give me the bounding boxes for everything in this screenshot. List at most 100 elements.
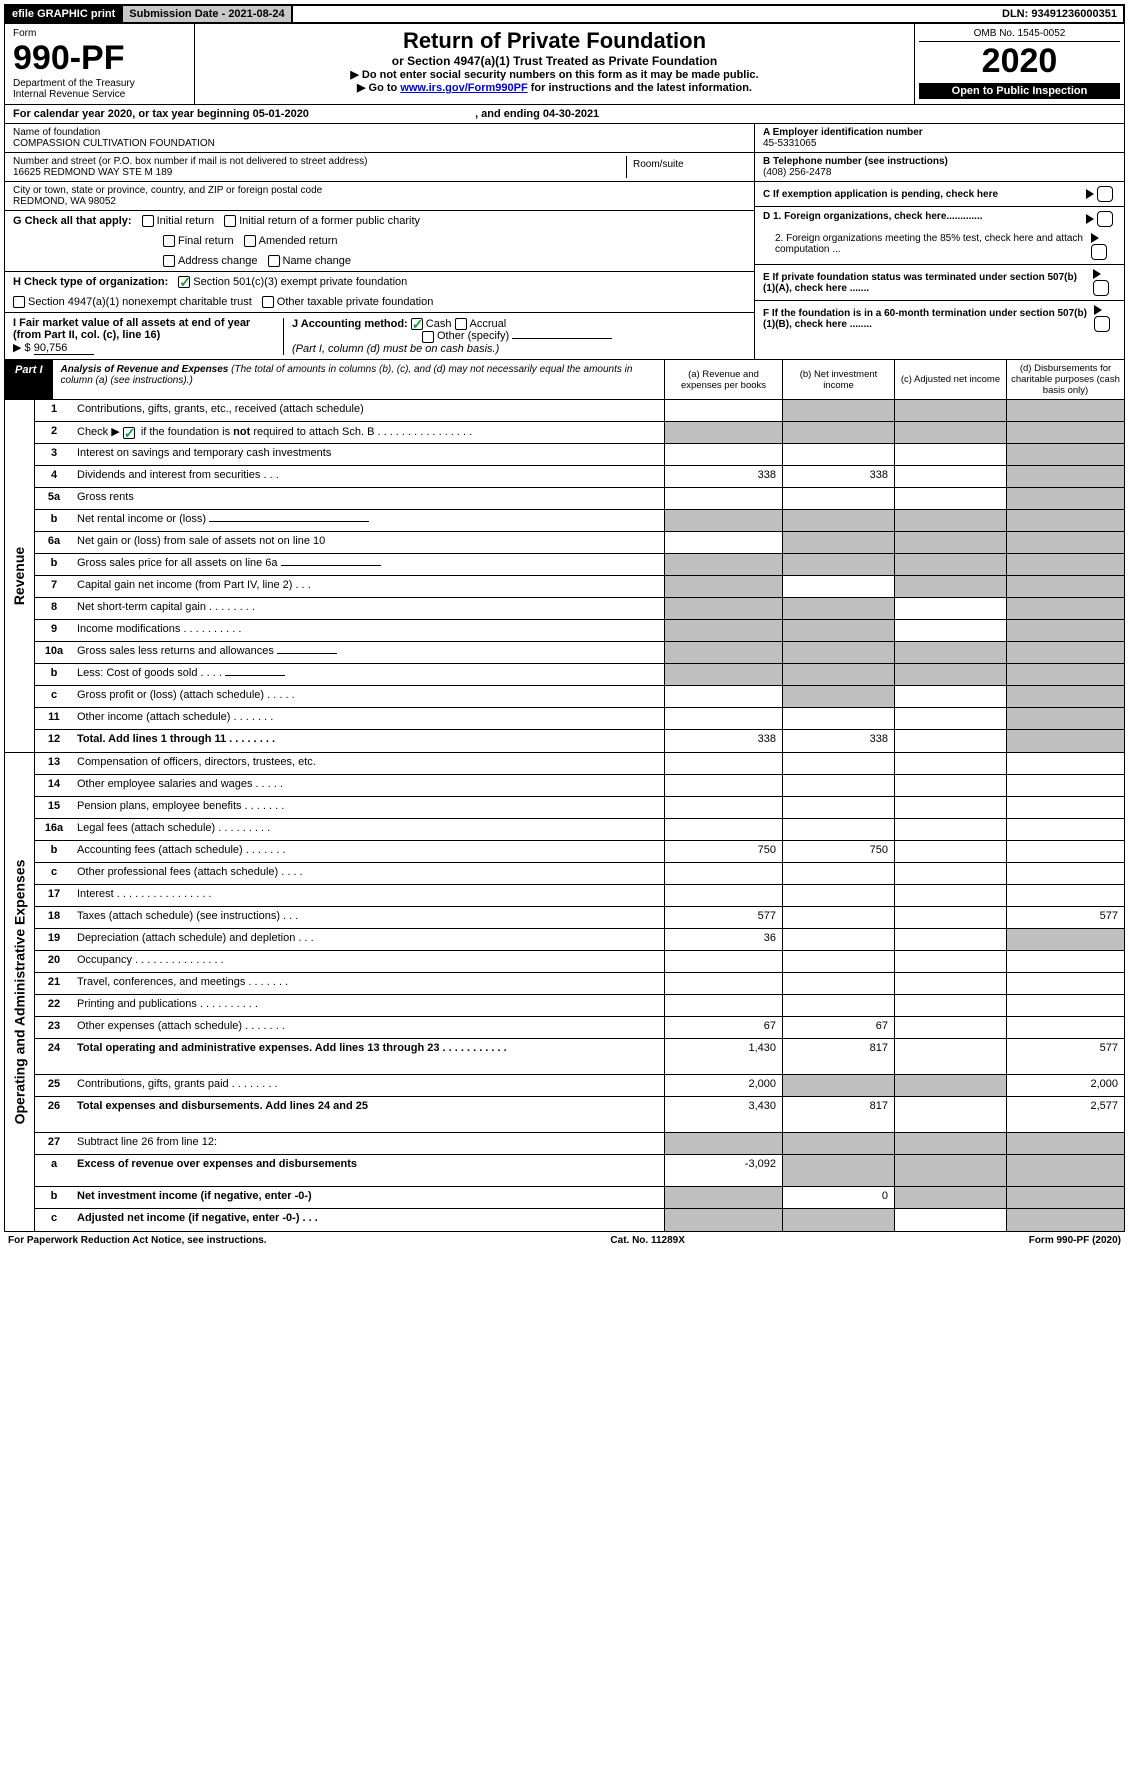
cb-name-change[interactable] (268, 255, 280, 267)
header-left: Form 990-PF Department of the Treasury I… (5, 24, 195, 104)
identity-block: Name of foundation COMPASSION CULTIVATIO… (4, 124, 1125, 360)
g-o5: Address change (178, 255, 258, 267)
header-right: OMB No. 1545-0052 2020 Open to Public In… (914, 24, 1124, 104)
i-prefix: ▶ $ (13, 342, 31, 354)
section-g: G Check all that apply: Initial return I… (5, 211, 754, 272)
g-o2: Initial return of a former public charit… (239, 215, 420, 227)
cb-f[interactable] (1094, 316, 1110, 332)
r16a-no: 16a (35, 819, 73, 840)
i-value: 90,756 (34, 342, 94, 355)
r3-no: 3 (35, 444, 73, 465)
submission-date: Submission Date - 2021-08-24 (123, 6, 292, 22)
r20-desc: Occupancy . . . . . . . . . . . . . . . (73, 951, 664, 972)
r27a-a: -3,092 (664, 1155, 782, 1186)
address-cell: Number and street (or P.O. box number if… (5, 153, 754, 182)
r12-a: 338 (664, 730, 782, 752)
r16b-a: 750 (664, 841, 782, 862)
cb-other-taxable[interactable] (262, 296, 274, 308)
r19-no: 19 (35, 929, 73, 950)
r23-b: 67 (782, 1017, 894, 1038)
cb-initial-return[interactable] (142, 215, 154, 227)
calendar-year-row: For calendar year 2020, or tax year begi… (4, 105, 1125, 124)
cal-begin: 05-01-2020 (253, 108, 309, 120)
address: 16625 REDMOND WAY STE M 189 (13, 167, 626, 178)
r25-no: 25 (35, 1075, 73, 1096)
r24-desc: Total operating and administrative expen… (73, 1039, 664, 1074)
expenses-label-text: Operating and Administrative Expenses (12, 860, 28, 1125)
g-label: G Check all that apply: (13, 215, 132, 227)
cb-other-method[interactable] (422, 331, 434, 343)
cb-501c3[interactable] (178, 276, 190, 288)
top-bar: efile GRAPHIC print Submission Date - 20… (4, 4, 1125, 24)
cb-sch-b[interactable] (123, 427, 135, 439)
arrow-icon (1086, 189, 1094, 199)
form-subtitle: or Section 4947(a)(1) Trust Treated as P… (203, 54, 906, 68)
cb-c[interactable] (1097, 186, 1113, 202)
g-o4: Amended return (259, 235, 338, 247)
r27c-desc: Adjusted net income (if negative, enter … (73, 1209, 664, 1231)
expenses-table: Operating and Administrative Expenses 13… (4, 753, 1125, 1232)
r10c-desc: Gross profit or (loss) (attach schedule)… (73, 686, 664, 707)
r24-no: 24 (35, 1039, 73, 1074)
r19-a: 36 (664, 929, 782, 950)
efile-badge: efile GRAPHIC print (6, 6, 123, 22)
foundation-name: COMPASSION CULTIVATION FOUNDATION (13, 138, 746, 149)
r27a-desc: Excess of revenue over expenses and disb… (73, 1155, 664, 1186)
dept-1: Department of the Treasury (13, 78, 186, 89)
r21-desc: Travel, conferences, and meetings . . . … (73, 973, 664, 994)
j-o2: Accrual (470, 318, 507, 330)
r23-a: 67 (664, 1017, 782, 1038)
r3-desc: Interest on savings and temporary cash i… (73, 444, 664, 465)
open-public-badge: Open to Public Inspection (919, 83, 1120, 99)
r16c-desc: Other professional fees (attach schedule… (73, 863, 664, 884)
cb-initial-former[interactable] (224, 215, 236, 227)
r15-desc: Pension plans, employee benefits . . . .… (73, 797, 664, 818)
r16b-no: b (35, 841, 73, 862)
expenses-vlabel: Operating and Administrative Expenses (5, 753, 35, 1231)
r11-no: 11 (35, 708, 73, 729)
cb-d2[interactable] (1091, 244, 1107, 260)
r27a-no: a (35, 1155, 73, 1186)
r10a-desc: Gross sales less returns and allowances (73, 642, 664, 663)
r11-desc: Other income (attach schedule) . . . . .… (73, 708, 664, 729)
r9-no: 9 (35, 620, 73, 641)
r7-no: 7 (35, 576, 73, 597)
r22-desc: Printing and publications . . . . . . . … (73, 995, 664, 1016)
cb-d1[interactable] (1097, 211, 1113, 227)
r4-b: 338 (782, 466, 894, 487)
j-o3: Other (specify) (437, 330, 509, 342)
instructions-link[interactable]: www.irs.gov/Form990PF (400, 82, 527, 94)
r6a-desc: Net gain or (loss) from sale of assets n… (73, 532, 664, 553)
page-footer: For Paperwork Reduction Act Notice, see … (4, 1232, 1125, 1249)
identity-left: Name of foundation COMPASSION CULTIVATIO… (5, 124, 754, 359)
r19-desc: Depreciation (attach schedule) and deple… (73, 929, 664, 950)
section-h: H Check type of organization: Section 50… (5, 272, 754, 313)
city-value: REDMOND, WA 98052 (13, 196, 746, 207)
cb-cash[interactable] (411, 318, 423, 330)
cb-amended-return[interactable] (244, 235, 256, 247)
r16b-b: 750 (782, 841, 894, 862)
note-2-pre: ▶ Go to (357, 82, 400, 94)
b-label: B Telephone number (see instructions) (763, 156, 1116, 167)
cal-pre: For calendar year 2020, or tax year begi… (13, 108, 253, 120)
f-box: F If the foundation is in a 60-month ter… (755, 301, 1124, 336)
r12-no: 12 (35, 730, 73, 752)
arrow-icon (1086, 214, 1094, 224)
cb-address-change[interactable] (163, 255, 175, 267)
r23-desc: Other expenses (attach schedule) . . . .… (73, 1017, 664, 1038)
form-label: Form (13, 28, 186, 39)
r4-desc: Dividends and interest from securities .… (73, 466, 664, 487)
r18-a: 577 (664, 907, 782, 928)
r16c-no: c (35, 863, 73, 884)
identity-right: A Employer identification number 45-5331… (754, 124, 1124, 359)
col-b-head: (b) Net investment income (782, 360, 894, 399)
r1-desc: Contributions, gifts, grants, etc., rece… (73, 400, 664, 421)
h-o3: Other taxable private foundation (277, 296, 434, 308)
cb-final-return[interactable] (163, 235, 175, 247)
r27b-desc: Net investment income (if negative, ente… (73, 1187, 664, 1208)
cb-4947a1[interactable] (13, 296, 25, 308)
r21-no: 21 (35, 973, 73, 994)
cb-e[interactable] (1093, 280, 1109, 296)
cb-accrual[interactable] (455, 318, 467, 330)
r24-a: 1,430 (664, 1039, 782, 1074)
